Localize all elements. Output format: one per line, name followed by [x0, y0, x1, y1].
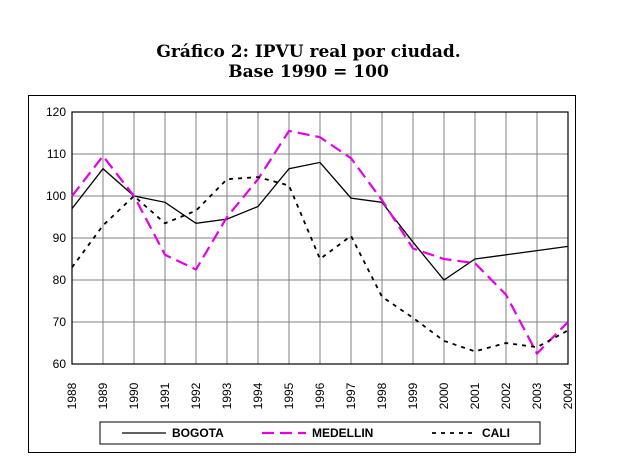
x-tick-label: 1988 [65, 382, 79, 409]
y-tick-label: 60 [53, 357, 67, 371]
series-line-medellin [71, 129, 569, 356]
x-tick-label: 1995 [282, 382, 296, 409]
x-tick-label: 1989 [96, 382, 110, 409]
legend-label-cali: CALI [482, 426, 510, 440]
legend-label-bogota: BOGOTA [172, 426, 224, 440]
legend-label-medellin: MEDELLIN [312, 426, 373, 440]
x-tick-label: 1991 [158, 382, 172, 409]
y-tick-label: 80 [53, 273, 67, 287]
x-tick-label: 2000 [437, 382, 451, 409]
y-tick-label: 120 [46, 105, 66, 119]
x-tick-label: 1990 [127, 382, 141, 409]
x-tick-label: 1999 [406, 382, 420, 409]
series-line-bogota [71, 161, 569, 281]
chart-subtitle: Base 1990 = 100 [228, 62, 389, 82]
x-tick-label: 2003 [530, 382, 544, 409]
x-tick-label: 1998 [375, 382, 389, 409]
chart-frame [28, 95, 576, 453]
y-tick-label: 70 [53, 315, 67, 329]
x-tick-label: 2002 [499, 382, 513, 409]
y-tick-label: 100 [46, 189, 66, 203]
x-tick-label: 1994 [251, 382, 265, 409]
y-tick-label: 90 [53, 231, 67, 245]
y-tick-label: 110 [47, 147, 66, 161]
chart-title: Gráfico 2: IPVU real por ciudad. [156, 42, 461, 62]
plot-border [71, 111, 569, 365]
x-tick-label: 2004 [561, 382, 575, 409]
x-tick-label: 1997 [344, 382, 358, 409]
x-tick-label: 1993 [220, 382, 234, 409]
legend-box [99, 421, 541, 445]
x-tick-label: 1992 [189, 382, 203, 409]
x-tick-label: 2001 [468, 382, 482, 409]
x-tick-label: 1996 [313, 382, 327, 409]
